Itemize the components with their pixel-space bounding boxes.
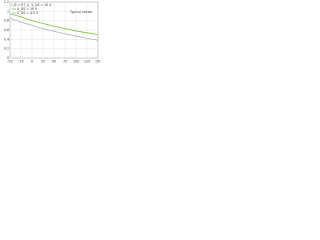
x-tick-label: 100 xyxy=(73,60,79,64)
series-line xyxy=(9,17,99,41)
series-line xyxy=(9,13,99,36)
chart: I_D = f(T_j), V_GS = 10 V Typical values… xyxy=(4,0,100,64)
y-tick-label: 0 xyxy=(7,56,9,60)
annotation: Typical values xyxy=(69,10,93,14)
x-tick-label: 50 xyxy=(52,60,56,64)
x-tick-label: 25 xyxy=(41,60,45,64)
x-tick-label: 125 xyxy=(84,60,90,64)
y-tick-label: 0.8 xyxy=(4,19,9,23)
x-tick-label: 150 xyxy=(95,60,100,64)
legend-label: V_GS = 10 V xyxy=(17,7,38,11)
x-tick-label: -50 xyxy=(7,60,12,64)
y-tick-label: 1.2 xyxy=(4,0,9,4)
y-tick-label: 1 xyxy=(7,9,9,13)
legend-label: V_GS = 4.5 V xyxy=(17,11,39,15)
y-tick-label: 0.2 xyxy=(4,47,9,51)
x-tick-label: -25 xyxy=(18,60,23,64)
x-tick-label: 75 xyxy=(63,60,67,64)
x-tick-label: 0 xyxy=(31,60,33,64)
y-tick-label: 0.6 xyxy=(4,28,9,32)
y-tick-label: 0.4 xyxy=(4,37,9,41)
